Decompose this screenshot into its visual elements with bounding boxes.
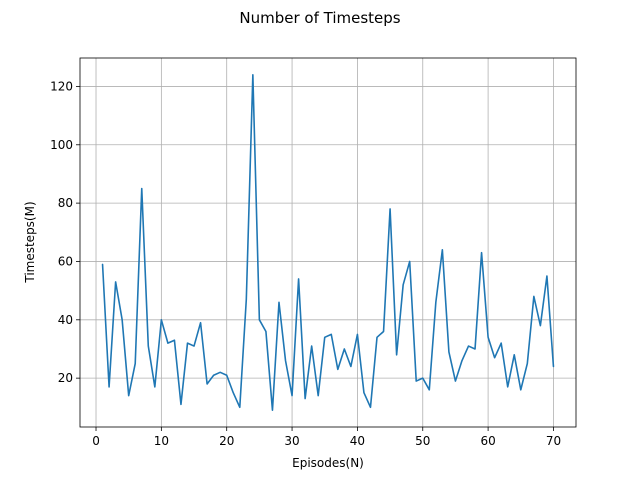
y-tick-label: 120 bbox=[50, 79, 73, 93]
y-axis-ticks: 20 40 60 80 100 120 bbox=[50, 79, 80, 385]
x-tick-label: 20 bbox=[219, 434, 234, 448]
plot-frame bbox=[79, 57, 577, 428]
y-tick-label: 80 bbox=[58, 196, 73, 210]
x-tick-label: 60 bbox=[480, 434, 495, 448]
y-tick-label: 40 bbox=[58, 313, 73, 327]
y-tick-label: 100 bbox=[50, 138, 73, 152]
x-tick-label: 50 bbox=[415, 434, 430, 448]
y-axis-label: Timesteps(M) bbox=[23, 201, 37, 283]
x-tick-label: 70 bbox=[546, 434, 561, 448]
x-axis-ticks: 0 10 20 30 40 50 60 70 bbox=[92, 427, 561, 448]
chart-title: Number of Timesteps bbox=[239, 9, 400, 27]
series-line bbox=[101, 73, 555, 412]
series-layer bbox=[101, 73, 555, 412]
x-tick-label: 0 bbox=[92, 434, 100, 448]
grid-lines bbox=[80, 58, 576, 427]
x-axis-label: Episodes(N) bbox=[292, 456, 364, 470]
x-tick-label: 10 bbox=[154, 434, 169, 448]
y-tick-label: 20 bbox=[58, 371, 73, 385]
x-tick-label: 40 bbox=[350, 434, 365, 448]
y-tick-label: 60 bbox=[58, 254, 73, 268]
x-tick-label: 30 bbox=[284, 434, 299, 448]
